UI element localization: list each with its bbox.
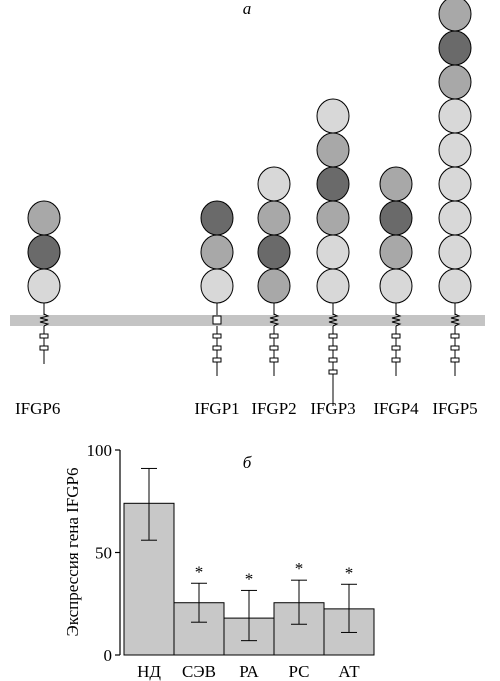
domain-light [257,166,291,202]
protein-ifgp4: IFGP4 [373,166,419,418]
x-category-label: АТ [338,662,360,681]
tail-box [39,345,49,351]
domain-dark [316,166,350,202]
cell-membrane [10,315,485,326]
transmembrane-segment [391,313,402,327]
tail-box [391,333,401,339]
y-tick-label: 100 [87,441,113,460]
protein-ifgp2: IFGP2 [251,166,297,418]
transmembrane-segment [269,313,280,327]
domain-mid [316,200,350,236]
tail-box [450,357,460,363]
domain-light [438,98,472,134]
domain-light [438,200,472,236]
domain-dark [438,30,472,66]
tail-box [391,345,401,351]
transmembrane-segment [450,313,461,327]
domain-dark [27,234,61,270]
protein-domain-diagram: а IFGP6 IFGP1 IFGP2 IFGP3 IFGP4 IFGP5 [10,0,485,418]
domain-light [438,234,472,270]
protein-ifgp1: IFGP1 [194,200,240,418]
tail-box [450,333,460,339]
significance-marker: * [195,562,204,581]
tail-box [39,333,49,339]
significance-marker: * [345,563,354,582]
expression-bar-chart: б Экспрессия гена IFGP6 0 50 100 НД * СЭВ * РА… [63,441,375,681]
significance-marker: * [295,559,304,578]
protein-label: IFGP2 [251,399,296,418]
tail-box [269,333,279,339]
tail-box [328,369,338,375]
tail-box [269,357,279,363]
protein-label: IFGP4 [373,399,419,418]
protein-label: IFGP5 [432,399,477,418]
bar-1 [123,502,175,656]
tail-box [450,345,460,351]
tail-box [328,333,338,339]
y-tick-label: 0 [104,646,113,665]
protein-label: IFGP3 [310,399,355,418]
domain-light [438,166,472,202]
tail-box [328,357,338,363]
protein-label: IFGP1 [194,399,239,418]
domain-light [379,268,413,304]
y-axis-label: Экспрессия гена IFGP6 [63,468,82,637]
domain-mid [257,268,291,304]
tail-box [328,345,338,351]
domain-mid [438,0,472,32]
tail-box [212,345,222,351]
tail-box [212,333,222,339]
x-category-label: РА [239,662,259,681]
domain-light [27,268,61,304]
domain-mid [200,234,234,270]
domain-light [316,234,350,270]
domain-mid [257,200,291,236]
domain-light [316,98,350,134]
domain-dark [379,200,413,236]
x-category-label: СЭВ [182,662,216,681]
domain-dark [200,200,234,236]
protein-ifgp5: IFGP5 [432,0,478,418]
domain-light [200,268,234,304]
domain-mid [27,200,61,236]
domain-mid [438,64,472,100]
x-category-label: РС [288,662,309,681]
x-category-label: НД [137,662,161,681]
domain-light [316,268,350,304]
domain-mid [379,234,413,270]
panel-b-label: б [243,453,252,472]
panel-a-label: а [243,0,252,18]
domain-mid [316,132,350,168]
transmembrane-segment [39,313,50,327]
significance-marker: * [245,569,254,588]
tail-box [391,357,401,363]
protein-ifgp3: IFGP3 [310,98,356,418]
protein-ifgp6: IFGP6 [15,200,61,418]
domain-light [438,268,472,304]
y-tick-label: 50 [95,544,112,563]
membrane-anchor [212,315,222,325]
tail-box [269,345,279,351]
transmembrane-segment [328,313,339,327]
domain-mid [379,166,413,202]
tail-box [212,357,222,363]
domain-dark [257,234,291,270]
domain-light [438,132,472,168]
protein-label: IFGP6 [15,399,60,418]
